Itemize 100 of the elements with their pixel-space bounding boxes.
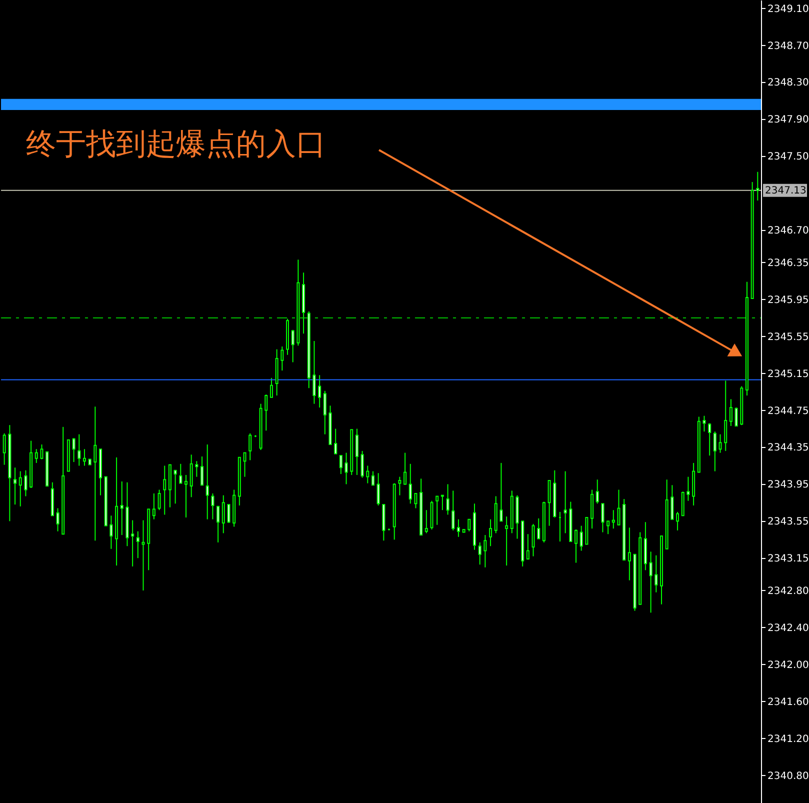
y-tick-label: 2343.95: [768, 480, 809, 491]
candlestick: [360, 450, 364, 478]
candlestick: [227, 504, 230, 524]
candlestick: [713, 431, 716, 472]
candlestick: [526, 534, 530, 560]
y-tick-label: 2346.35: [768, 258, 809, 269]
candlestick: [505, 516, 508, 566]
candlestick: [606, 520, 610, 535]
candlestick: [408, 463, 412, 504]
candlestick: [596, 479, 599, 504]
y-tick-label: 2343.15: [768, 554, 809, 565]
candlestick: [436, 496, 439, 526]
annotation: 终于找到起爆点的入口: [26, 127, 326, 162]
candlestick: [184, 474, 188, 518]
candlestick: [478, 542, 482, 566]
y-tick-label: 2349.10: [768, 4, 809, 15]
candlestick: [371, 470, 374, 486]
y-tick-label: 2341.60: [768, 696, 809, 708]
candlestick: [756, 171, 760, 202]
candlestick: [131, 520, 134, 567]
y-tick-label: 2347.50: [768, 152, 809, 163]
candlestick: [580, 525, 583, 552]
candlestick: [56, 508, 60, 532]
candlestick: [264, 394, 268, 432]
candlestick: [612, 510, 615, 530]
candlestick: [136, 530, 140, 559]
candlestick: [291, 329, 294, 363]
candlestick: [312, 340, 316, 404]
candlestick: [649, 551, 652, 614]
y-tick-label: 2345.55: [768, 332, 809, 343]
candlestick: [468, 518, 471, 532]
candlestick: [72, 438, 76, 463]
candlestick: [564, 470, 567, 534]
candlestick: [34, 448, 38, 464]
y-tick-label: 2342.00: [768, 660, 809, 671]
candlestick: [82, 448, 86, 466]
candlestick: [18, 470, 22, 507]
candlestick: [681, 491, 684, 516]
candlestick: [734, 407, 738, 426]
candlestick: [424, 510, 428, 534]
candlestick: [158, 489, 161, 511]
candlestick: [216, 506, 220, 543]
candlestick: [40, 444, 44, 460]
candlestick: [440, 494, 444, 511]
candlestick: [414, 492, 418, 509]
candlestick: [729, 398, 732, 426]
candlestick: [574, 528, 578, 564]
candlestick: [243, 452, 246, 478]
candlestick: [355, 428, 358, 476]
candlestick: [628, 527, 631, 581]
y-tick-label: 2343.55: [768, 516, 809, 528]
candlestick: [532, 523, 535, 557]
candlestick: [404, 452, 407, 485]
y-tick-label: 2348.30: [768, 78, 809, 89]
candlestick: [318, 374, 322, 408]
candlestick: [500, 462, 503, 522]
candlestick: [248, 432, 252, 461]
candlestick: [14, 467, 17, 506]
candlestick: [452, 490, 455, 531]
candlestick: [676, 511, 680, 531]
candlestick: [548, 480, 551, 526]
candlestick: [376, 472, 380, 506]
candlestick: [724, 380, 728, 452]
candlestick: [601, 503, 604, 533]
y-tick-label: 2340.80: [768, 770, 809, 782]
candlestick: [686, 476, 690, 502]
candlestick: [323, 390, 326, 435]
candlestick: [195, 460, 198, 478]
candlestick: [702, 415, 706, 432]
candlestick: [179, 463, 182, 484]
y-tick-label: 2348.70: [768, 40, 809, 52]
candlestick: [120, 480, 124, 536]
y-tick-label: 2345.15: [768, 368, 809, 380]
y-tick-label: 2345.95: [768, 294, 809, 306]
candlestick: [174, 470, 177, 504]
candlestick: [537, 518, 540, 540]
y-tick-label: 2346.70: [768, 226, 809, 237]
candlestick: [654, 554, 658, 593]
candlestick: [211, 492, 214, 520]
candlestick: [222, 494, 225, 534]
candlestick: [2, 432, 6, 466]
candlestick: [708, 422, 712, 456]
candlestick: [334, 428, 338, 454]
y-tick-label: 2344.75: [768, 406, 809, 417]
candlestick: [94, 406, 97, 542]
candlestick: [398, 476, 402, 496]
candlestick: [24, 470, 28, 497]
candlestick: [280, 346, 284, 372]
y-tick-label: 2342.40: [768, 622, 809, 634]
candlestick: [206, 444, 209, 520]
candlestick: [142, 520, 145, 591]
candlestick: [446, 484, 450, 516]
candlestick: [489, 518, 492, 547]
candlestick: [484, 534, 487, 568]
candlestick: [366, 465, 370, 484]
candlestick: [718, 434, 722, 454]
y-tick-label: 2347.90: [768, 114, 809, 126]
candlestick: [110, 515, 113, 550]
candlestick: [200, 456, 204, 486]
y-tick-label: 2341.20: [768, 734, 809, 745]
